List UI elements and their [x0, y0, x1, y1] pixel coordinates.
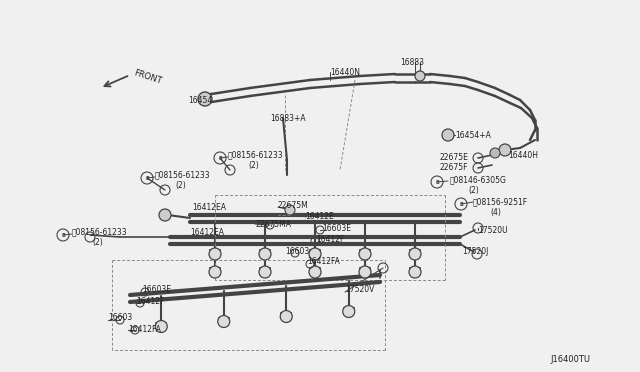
Circle shape [409, 248, 421, 260]
Text: 16603E: 16603E [322, 224, 351, 232]
Text: 16603E: 16603E [142, 285, 171, 295]
Text: 16603: 16603 [108, 314, 132, 323]
Text: 16412EA: 16412EA [192, 202, 226, 212]
Text: (2): (2) [92, 237, 103, 247]
Circle shape [409, 266, 421, 278]
Text: (2): (2) [468, 186, 479, 195]
Circle shape [209, 248, 221, 260]
Text: 16883: 16883 [400, 58, 424, 67]
Circle shape [218, 315, 230, 327]
Text: Ⓑ08156-9251F: Ⓑ08156-9251F [473, 198, 528, 206]
Text: (2): (2) [175, 180, 186, 189]
Text: 16412FA: 16412FA [128, 326, 161, 334]
Text: 16412E: 16412E [305, 212, 333, 221]
Circle shape [309, 266, 321, 278]
Text: 16883+A: 16883+A [270, 113, 306, 122]
Text: 22675M: 22675M [278, 201, 308, 209]
Text: 16412FA: 16412FA [307, 257, 340, 266]
Circle shape [259, 248, 271, 260]
Text: FRONT: FRONT [133, 68, 163, 86]
Text: (2): (2) [248, 160, 259, 170]
Text: Ⓑ08156-61233: Ⓑ08156-61233 [72, 228, 127, 237]
Text: (4): (4) [490, 208, 501, 217]
Circle shape [359, 266, 371, 278]
Text: B: B [435, 180, 439, 185]
Circle shape [159, 209, 171, 221]
Text: 22675E: 22675E [440, 153, 469, 161]
Text: 16412EA: 16412EA [190, 228, 224, 237]
Circle shape [442, 129, 454, 141]
Text: Ⓑ08156-61233: Ⓑ08156-61233 [155, 170, 211, 180]
Circle shape [499, 144, 511, 156]
Circle shape [490, 148, 500, 158]
Text: 16440N: 16440N [330, 67, 360, 77]
Text: 16454: 16454 [188, 96, 212, 105]
Text: B: B [459, 202, 463, 206]
Text: Ⓑ08156-61233: Ⓑ08156-61233 [228, 151, 284, 160]
Text: 16603: 16603 [285, 247, 309, 256]
Text: B: B [145, 176, 149, 180]
Circle shape [415, 71, 425, 81]
Circle shape [209, 266, 221, 278]
Text: J16400TU: J16400TU [550, 356, 590, 365]
Text: 17520J: 17520J [462, 247, 488, 256]
Text: 22675F: 22675F [440, 163, 468, 171]
Circle shape [259, 266, 271, 278]
Text: 17520V: 17520V [345, 285, 374, 295]
Text: Ⓑ08146-6305G: Ⓑ08146-6305G [450, 176, 507, 185]
Circle shape [285, 205, 295, 215]
Circle shape [343, 305, 355, 317]
Text: 17520U: 17520U [478, 225, 508, 234]
Circle shape [198, 92, 212, 106]
Circle shape [280, 311, 292, 323]
Text: 16412F: 16412F [136, 298, 164, 307]
Text: B: B [61, 232, 65, 237]
Text: 16454+A: 16454+A [455, 131, 491, 140]
Text: B: B [218, 155, 222, 160]
Circle shape [359, 248, 371, 260]
Text: 22675MA: 22675MA [255, 219, 291, 228]
Text: 16440H: 16440H [508, 151, 538, 160]
Circle shape [309, 248, 321, 260]
Circle shape [156, 321, 167, 333]
Text: 16412F: 16412F [316, 234, 344, 244]
